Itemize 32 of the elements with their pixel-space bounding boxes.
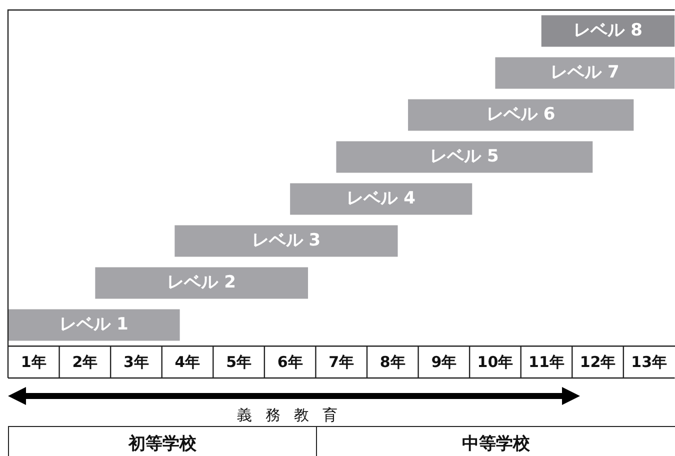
x-tick-label: 2年 <box>72 352 98 371</box>
y-tick-label: レベル 8 <box>574 20 642 40</box>
y-tick-label: レベル 6 <box>486 104 556 124</box>
x-tick-label: 1年 <box>20 352 46 371</box>
x-tick-label: 7年 <box>328 352 354 371</box>
bar <box>541 15 675 47</box>
x-tick-label: 8年 <box>380 352 406 371</box>
y-tick-label: レベル 5 <box>430 146 499 166</box>
text: 初等学校 <box>127 433 198 456</box>
bar <box>336 141 593 173</box>
x-tick-label: 11年 <box>528 352 564 371</box>
text: 義務教育 <box>236 406 352 425</box>
x-tick-label: 13年 <box>631 352 667 371</box>
x-tick-label: 9年 <box>431 352 457 371</box>
text: 中等学校 <box>316 427 675 456</box>
x-tick-label: 4年 <box>174 352 200 371</box>
x-tick-label: 12年 <box>580 352 616 371</box>
bar <box>174 225 398 257</box>
x-tick-label: 3年 <box>123 352 149 371</box>
bar <box>290 183 472 215</box>
x-tick-label: 10年 <box>477 352 514 371</box>
bar <box>408 99 634 131</box>
y-tick-label: レベル 1 <box>60 314 128 334</box>
x-tick-label: 6年 <box>277 352 303 371</box>
bar <box>495 57 675 89</box>
y-tick-label: レベル 7 <box>550 62 620 82</box>
y-tick-label: レベル 4 <box>346 188 416 208</box>
y-tick-label: レベル 3 <box>252 230 321 250</box>
bar <box>95 267 308 299</box>
bar <box>8 309 180 341</box>
y-tick-label: レベル 2 <box>167 272 236 292</box>
x-tick-label: 5年 <box>226 352 252 371</box>
